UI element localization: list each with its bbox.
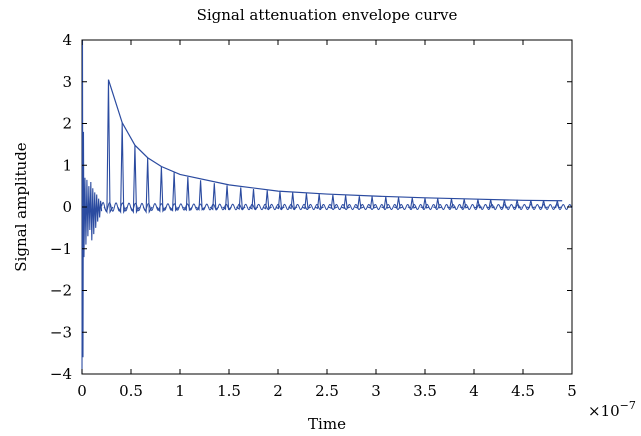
x-tick-label: 0.5 bbox=[119, 382, 143, 400]
x-tick-label: 3.5 bbox=[413, 382, 437, 400]
pulse-peak-line bbox=[195, 180, 206, 211]
y-tick-label: 0 bbox=[62, 198, 72, 216]
x-tick-label: 4.5 bbox=[511, 382, 535, 400]
y-tick-label: −3 bbox=[50, 323, 72, 341]
x-tick-label: 3 bbox=[371, 382, 381, 400]
pulse-peak-line bbox=[236, 187, 246, 210]
x-axis-exponent: ×10−7 bbox=[588, 399, 636, 420]
chart-title: Signal attenuation envelope curve bbox=[197, 6, 458, 24]
ticks-layer: 0 0.5 1 1.5 2 2.5 3 3.5 4 4.5 5 −4 −3 −2 −1 0 1 2 3 4 bbox=[50, 31, 577, 400]
y-tick-label: 1 bbox=[62, 156, 72, 174]
pulse-peak-line bbox=[209, 183, 220, 211]
x-axis-label: Time bbox=[308, 415, 346, 433]
pulse-peak-line bbox=[222, 185, 232, 211]
initial-transient-line bbox=[81, 39, 103, 375]
y-tick-label: −1 bbox=[50, 240, 72, 258]
x-tick-label: 1 bbox=[175, 382, 185, 400]
y-tick-label: 3 bbox=[62, 73, 72, 91]
x-tick-label: 5 bbox=[567, 382, 577, 400]
y-tick-label: 4 bbox=[62, 31, 72, 49]
envelope-curve-line bbox=[107, 79, 563, 202]
x-tick-label: 0 bbox=[77, 382, 87, 400]
x-axis-exponent-base: ×10 bbox=[588, 402, 620, 420]
x-tick-label: 2 bbox=[273, 382, 283, 400]
y-tick-label: 2 bbox=[62, 115, 72, 133]
pulse-peak-line bbox=[354, 196, 364, 209]
plot-frame bbox=[81, 39, 573, 375]
x-tick-label: 4 bbox=[469, 382, 479, 400]
x-tick-label: 1.5 bbox=[217, 382, 241, 400]
pulse-peak-line bbox=[248, 189, 259, 210]
y-axis-label: Signal amplitude bbox=[12, 142, 30, 271]
y-tick-label: −4 bbox=[50, 365, 72, 383]
x-tick-label: 2.5 bbox=[315, 382, 339, 400]
x-axis-exponent-power: −7 bbox=[620, 399, 636, 412]
y-tick-label: −2 bbox=[50, 282, 72, 300]
plot-layer bbox=[81, 39, 573, 375]
pulse-peak-line bbox=[183, 176, 193, 212]
